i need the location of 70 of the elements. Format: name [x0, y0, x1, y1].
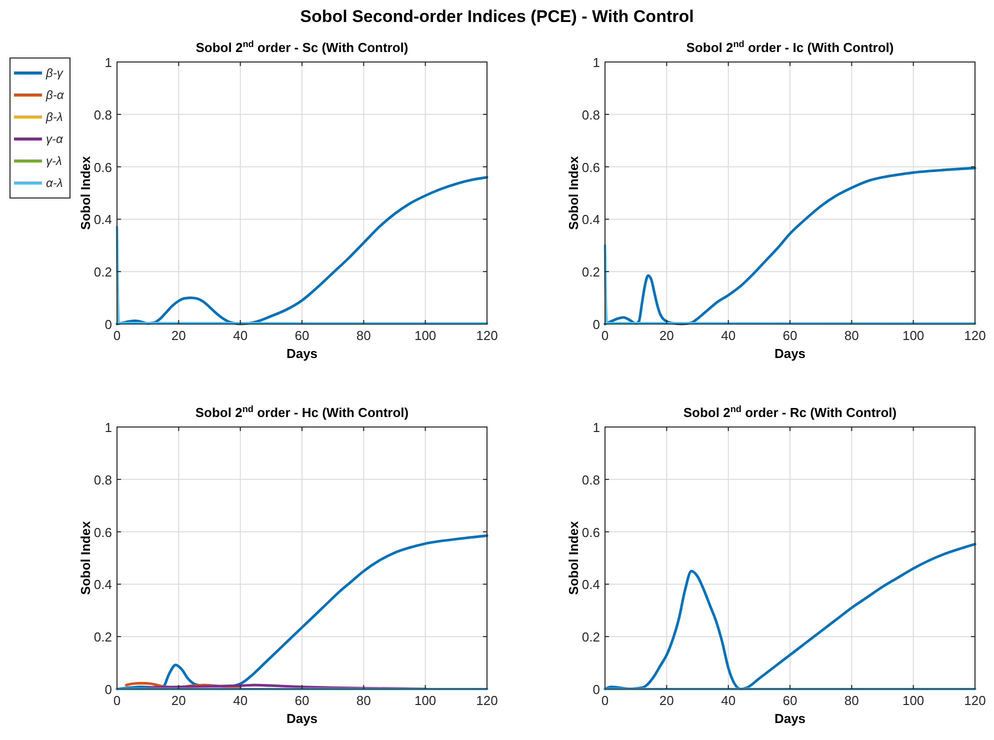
x-tick-label: 40 — [233, 328, 248, 343]
x-tick-label: 80 — [844, 328, 859, 343]
x-tick-label: 60 — [294, 693, 310, 708]
y-tick-label: 0.6 — [94, 160, 112, 175]
y-tick-label: 0 — [592, 317, 600, 332]
legend-label: β-λ — [45, 110, 63, 124]
x-tick-label: 100 — [902, 693, 924, 708]
x-axis-title: Days — [286, 346, 318, 361]
legend-label: α-λ — [46, 176, 63, 190]
line-series — [116, 176, 488, 326]
y-tick-label: 1 — [592, 420, 600, 435]
y-tick-label: 1 — [104, 420, 112, 435]
legend-label: γ-α — [46, 132, 64, 146]
y-tick-label: 0.4 — [94, 577, 112, 592]
chart-title: Sobol 2$^{nd}$ order - Hc (With Control) — [195, 404, 409, 420]
x-tick-label: 20 — [171, 693, 186, 708]
chart-title: Sobol 2$^{nd}$ order - Rc (With Control) — [683, 404, 897, 420]
x-axis-title: Days — [774, 711, 806, 726]
y-tick-label: 0.8 — [94, 472, 112, 488]
x-tick-label: 40 — [721, 693, 736, 708]
x-tick-label: 80 — [844, 693, 859, 708]
chart-title: Sobol 2$^{nd}$ order - Ic (With Control) — [686, 39, 894, 55]
y-tick-label: 0.6 — [94, 524, 112, 540]
x-axis-title: Days — [774, 346, 806, 361]
x-tick-label: 100 — [902, 328, 924, 343]
line-series — [604, 542, 976, 690]
y-tick-label: 0.6 — [582, 524, 600, 540]
y-tick-label: 0 — [104, 317, 112, 332]
x-tick-label: 120 — [476, 693, 498, 708]
y-tick-label: 0.2 — [94, 264, 112, 280]
chart-title: Sobol 2$^{nd}$ order - Sc (With Control) — [196, 39, 408, 55]
y-axis-title: Sobol Index — [566, 520, 581, 595]
y-tick-label: 0.4 — [582, 212, 600, 228]
x-tick-label: 60 — [782, 328, 798, 343]
y-tick-label: 0.2 — [94, 630, 112, 645]
y-tick-label: 0.6 — [582, 160, 600, 175]
x-tick-label: 80 — [356, 693, 371, 708]
y-axis-title: Sobol Index — [78, 520, 93, 595]
x-tick-label: 100 — [414, 328, 436, 343]
y-tick-label: 1 — [592, 55, 600, 70]
legend-label: β-α — [45, 88, 65, 102]
x-tick-label: 100 — [414, 693, 436, 708]
y-tick-label: 0.4 — [582, 577, 600, 592]
y-tick-label: 0.8 — [582, 107, 600, 122]
x-tick-label: 20 — [659, 693, 674, 708]
y-tick-label: 0.4 — [94, 212, 112, 228]
legend-label: γ-λ — [46, 154, 62, 168]
line-series — [604, 166, 976, 326]
x-tick-label: 120 — [964, 693, 986, 708]
x-tick-label: 20 — [659, 328, 674, 343]
y-tick-label: 0.2 — [582, 630, 600, 645]
y-tick-label: 0 — [104, 682, 112, 697]
x-tick-label: 40 — [233, 693, 248, 708]
x-tick-label: 120 — [476, 328, 498, 343]
x-tick-label: 120 — [964, 328, 986, 343]
legend-label: β-γ — [45, 66, 64, 80]
x-tick-label: 80 — [356, 328, 371, 343]
y-axis-title: Sobol Index — [78, 155, 93, 230]
y-axis-title: Sobol Index — [566, 155, 581, 230]
x-axis-title: Days — [286, 711, 318, 726]
y-tick-label: 0 — [592, 682, 600, 697]
x-tick-label: 20 — [171, 328, 186, 343]
y-tick-label: 0.2 — [582, 264, 600, 280]
x-tick-label: 60 — [294, 328, 310, 343]
y-tick-label: 0.8 — [582, 472, 600, 488]
x-tick-label: 40 — [721, 328, 736, 343]
y-tick-label: 0.8 — [94, 107, 112, 122]
y-tick-label: 1 — [104, 55, 112, 70]
text: Sobol Second-order Indices (PCE) - With Control — [300, 7, 694, 26]
x-tick-label: 60 — [782, 693, 798, 708]
